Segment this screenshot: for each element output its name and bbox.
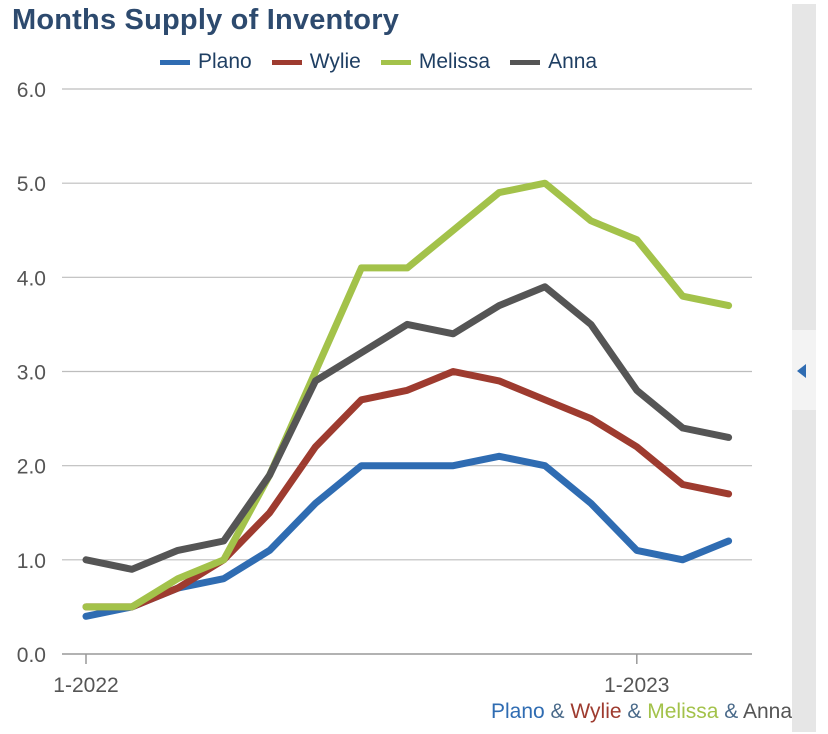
line-chart: 0.0 1.0 2.0 3.0 4.0 5.0 6.0 1-2022 1-2023 [17,79,752,697]
chevron-left-icon [797,364,806,378]
x-tick-label: 1-2023 [604,674,669,697]
y-tick-label: 6.0 [17,79,46,102]
legend-label: Anna [548,50,598,73]
legend-item-melissa[interactable]: Melissa [380,50,491,74]
caption-part: Plano [490,700,545,723]
legend-item-plano[interactable]: Plano [160,50,252,74]
legend-swatch [271,59,302,65]
series-line-melissa [82,179,733,611]
y-tick-label: 3.0 [17,362,46,385]
y-tick-label: 0.0 [17,644,46,667]
series-line-anna [82,283,733,573]
caption-part: Wylie [570,700,622,723]
series-comparison-caption: Plano & Wylie & Melissa & Anna [491,700,792,724]
legend-swatch [160,59,190,65]
caption-part: Anna [742,700,792,723]
series-line-plano [82,452,733,620]
legend-label: Melissa [418,50,491,73]
legend-item-anna[interactable]: Anna [510,50,597,74]
panel-collapse-button[interactable] [792,330,816,410]
legend-item-wylie[interactable]: Wylie [271,50,361,74]
caption-part: & [621,700,648,723]
chart-legend: Plano Wylie Melissa Anna [160,50,597,74]
y-tick-label: 4.0 [17,267,46,290]
series-line-wylie [82,368,733,611]
caption-part: & [718,700,743,723]
legend-label: Wylie [309,50,361,73]
y-tick-label: 5.0 [17,173,46,196]
legend-label: Plano [198,50,252,73]
legend-swatch [380,59,411,65]
caption-part: & [544,700,571,723]
x-tick-label: 1-2022 [53,674,118,697]
y-tick-label: 2.0 [17,456,46,479]
caption-part: Melissa [647,700,719,723]
chart-title: Months Supply of Inventory [12,4,400,36]
y-tick-label: 1.0 [17,550,46,573]
legend-swatch [510,59,541,65]
